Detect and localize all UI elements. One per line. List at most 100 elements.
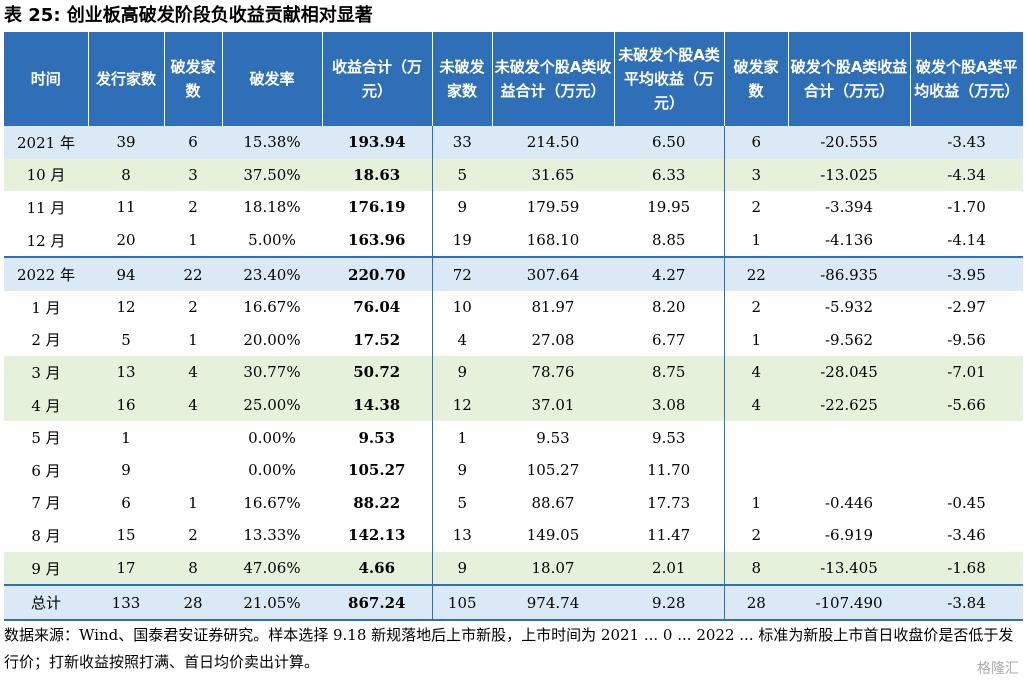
table-cell: 15 xyxy=(88,519,164,552)
table-cell: 133 xyxy=(88,584,164,621)
table-cell: 0.00% xyxy=(222,453,322,487)
table-cell: 9.53 xyxy=(492,421,614,454)
table-cell: 22 xyxy=(723,256,788,291)
table-cell: 168.10 xyxy=(492,223,614,258)
table-cell: 28 xyxy=(164,584,222,621)
table-row: 4 月 16 4 25.00% 14.38 12 37.01 3.08 4 -22.625 -5.6… xyxy=(4,388,1023,422)
table-cell: 4 xyxy=(164,388,222,422)
table-cell: 17.52 xyxy=(322,323,432,357)
table-cell: 4 xyxy=(164,356,222,389)
table-cell: 12 月 xyxy=(4,223,88,258)
table-cell xyxy=(164,421,222,454)
table-cell: 105 xyxy=(431,584,492,621)
table-cell: 1 xyxy=(164,323,222,357)
table-cell: 5 月 xyxy=(4,421,88,454)
table-cell: 16.67% xyxy=(222,486,322,520)
table-cell: -3.394 xyxy=(788,191,910,224)
table-cell: -28.045 xyxy=(788,356,910,389)
table-cell: 9.53 xyxy=(322,421,432,454)
table-cell: 142.13 xyxy=(322,519,432,552)
table-cell: -1.68 xyxy=(910,551,1023,586)
table-cell: 5 xyxy=(431,158,492,192)
table-cell: 30.77% xyxy=(222,356,322,389)
table-cell: 10 月 xyxy=(4,158,88,192)
table-cell: 18.18% xyxy=(222,191,322,224)
col-header-broken-count: 破发家数 xyxy=(164,32,223,126)
table-cell: 3 xyxy=(164,158,222,192)
table-cell: 9 xyxy=(431,551,492,586)
table-cell: 1 xyxy=(723,223,788,258)
table-cell: -2.97 xyxy=(910,290,1023,324)
table-cell: 0.00% xyxy=(222,421,322,454)
table-cell: 179.59 xyxy=(492,191,614,224)
table-cell: 27.08 xyxy=(492,323,614,357)
table-cell: 13 xyxy=(88,356,164,389)
col-header-period: 时间 xyxy=(4,32,89,126)
table-cell: 94 xyxy=(88,256,164,291)
header-row: 时间 发行家数 破发家数 破发率 收益合计（万元） 未破发家数 未破发个股A类收… xyxy=(4,32,1023,126)
table-cell: 867.24 xyxy=(322,584,432,621)
table-cell: 176.19 xyxy=(322,191,432,224)
table-cell: 5.00% xyxy=(222,223,322,258)
table-cell: 1 xyxy=(164,223,222,258)
table-cell: 193.94 xyxy=(322,126,432,159)
table-cell: 2 xyxy=(164,191,222,224)
table-cell: -5.66 xyxy=(910,388,1023,422)
table-title: 表 25: 创业板高破发阶段负收益贡献相对显著 xyxy=(4,5,373,26)
table-row: 10 月 8 3 37.50% 18.63 5 31.65 6.33 3 -13.025 -4.34 xyxy=(4,158,1023,192)
table-cell: 220.70 xyxy=(322,256,432,291)
table-cell xyxy=(910,421,1023,454)
table-cell: 8 xyxy=(164,551,222,586)
table-cell: 2 xyxy=(164,519,222,552)
table-cell xyxy=(164,453,222,487)
table-cell: 7 月 xyxy=(4,486,88,520)
table-cell: -3.84 xyxy=(910,584,1023,621)
table-cell: 33 xyxy=(431,126,492,159)
table-cell: 88.67 xyxy=(492,486,614,520)
table-cell: -3.43 xyxy=(910,126,1023,159)
table-cell: 37.50% xyxy=(222,158,322,192)
table-cell: 72 xyxy=(431,256,492,291)
table-cell: 11 xyxy=(88,191,164,224)
table-cell: 19 xyxy=(431,223,492,258)
table-cell: 2 xyxy=(723,191,788,224)
table-cell: 3 月 xyxy=(4,356,88,389)
table-cell: 5 xyxy=(431,486,492,520)
table-cell: 4.66 xyxy=(322,551,432,586)
table-cell: 11 月 xyxy=(4,191,88,224)
table-cell: -4.34 xyxy=(910,158,1023,192)
table-cell: 81.97 xyxy=(492,290,614,324)
table-cell: 8 月 xyxy=(4,519,88,552)
table-row: 8 月 15 2 13.33% 142.13 13 149.05 11.47 2 -6.919 -3… xyxy=(4,519,1023,552)
table-cell: 8 xyxy=(723,551,788,586)
table-cell: -3.95 xyxy=(910,256,1023,291)
table-cell: -20.555 xyxy=(788,126,910,159)
table-cell xyxy=(788,421,910,454)
table-row: 3 月 13 4 30.77% 50.72 9 78.76 8.75 4 -28.045 -7.01 xyxy=(4,356,1023,389)
table-cell: 18.07 xyxy=(492,551,614,586)
table-cell: -5.932 xyxy=(788,290,910,324)
table-cell: 6 xyxy=(88,486,164,520)
col-header-issued-count: 发行家数 xyxy=(88,32,165,126)
table-cell: 149.05 xyxy=(492,519,614,552)
table-cell: 4 xyxy=(723,356,788,389)
table-cell: 88.22 xyxy=(322,486,432,520)
table-cell xyxy=(788,453,910,487)
table-cell: 4.27 xyxy=(614,256,724,291)
table-cell: -9.56 xyxy=(910,323,1023,357)
table-cell: -0.446 xyxy=(788,486,910,520)
table-cell: 78.76 xyxy=(492,356,614,389)
table-cell: 20.00% xyxy=(222,323,322,357)
ipo-returns-table: 时间 发行家数 破发家数 破发率 收益合计（万元） 未破发家数 未破发个股A类收… xyxy=(4,32,1023,621)
table-cell: -13.405 xyxy=(788,551,910,586)
table-row: 9 月 17 8 47.06% 4.66 9 18.07 2.01 8 -13.405 -1.68 xyxy=(4,551,1023,586)
table-cell: 307.64 xyxy=(492,256,614,291)
table-cell: -9.562 xyxy=(788,323,910,357)
table-cell: 14.38 xyxy=(322,388,432,422)
table-cell: 5 xyxy=(88,323,164,357)
table-cell: 2022 年 xyxy=(4,256,88,291)
table-cell: -107.490 xyxy=(788,584,910,621)
table-cell: 17.73 xyxy=(614,486,724,520)
table-cell: 50.72 xyxy=(322,356,432,389)
table-cell: 8.20 xyxy=(614,290,724,324)
